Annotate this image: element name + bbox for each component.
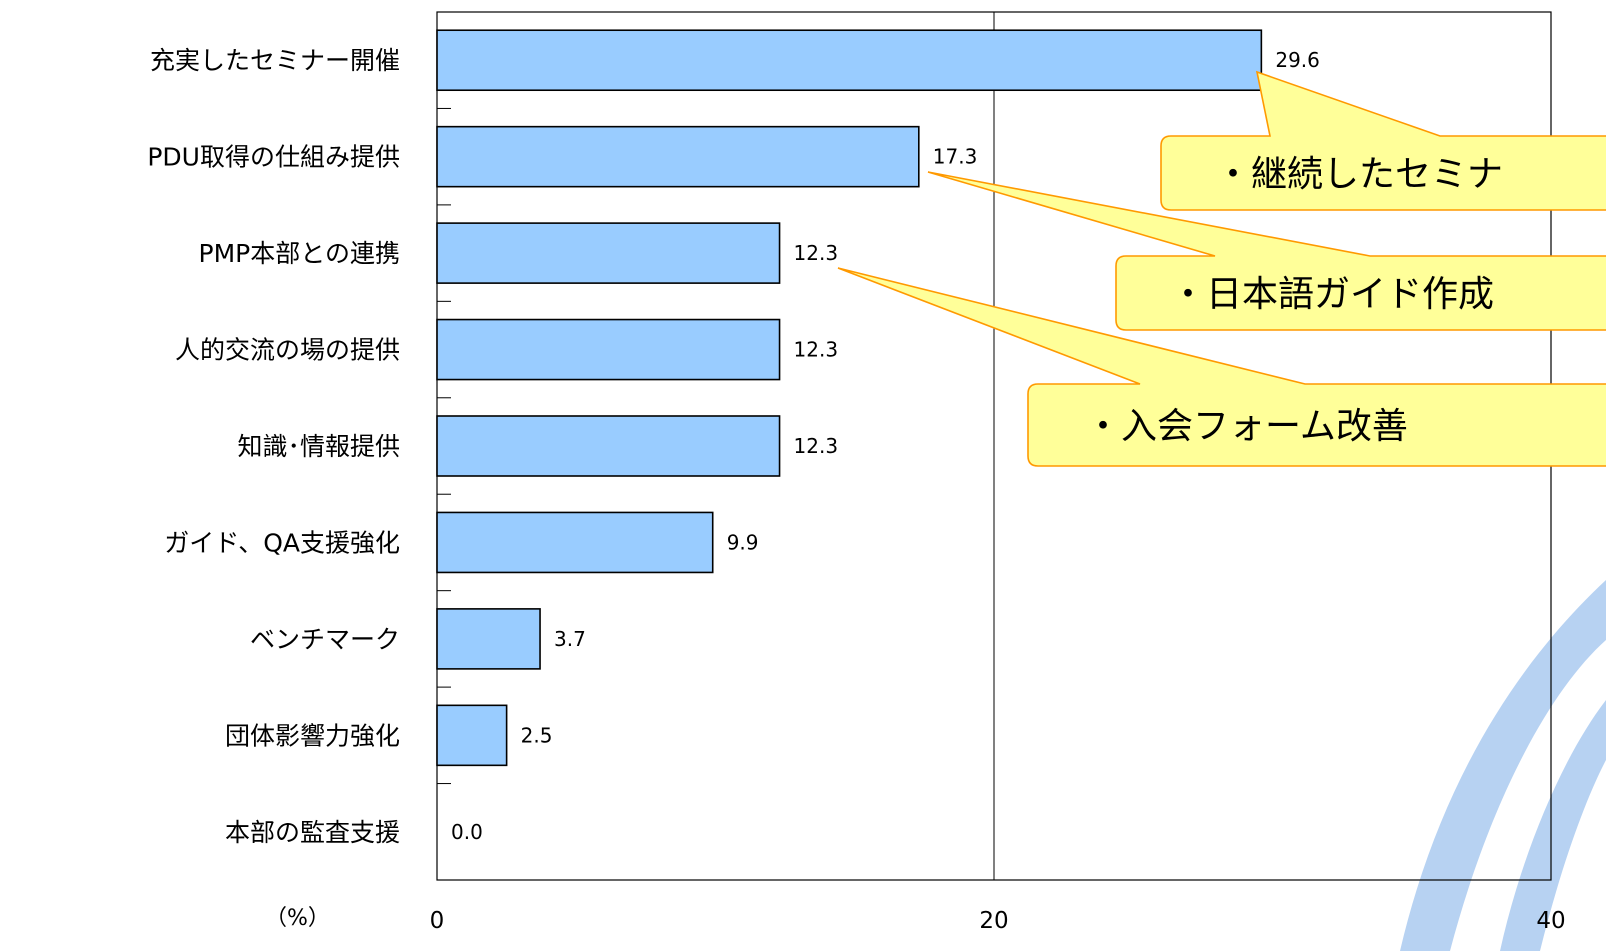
x-axis-unit-label: （%） [265,906,330,931]
category-labels: 充実したセミナー開催 PDU取得の仕組み提供 PMP本部との連携人的交流の場の提供知… [147,46,400,847]
callout: ・入会フォーム改善 [837,267,1606,467]
bar [436,222,781,284]
value-label: 12.3 [794,338,839,362]
value-label: 12.3 [794,241,839,265]
category-label: PMP本部との連携 [199,239,400,268]
bar [436,415,781,477]
bars-group [436,29,1263,767]
category-label: 団体影響力強化 [225,721,400,750]
callout-bubble [927,171,1606,331]
category-label: 人的交流の場の提供 [175,336,400,365]
x-tick-label: 20 [979,908,1008,934]
value-label: 9.9 [727,530,759,554]
x-tick-label: 40 [1536,908,1565,934]
category-label: ガイド、QA支援強化 [164,528,400,557]
bar [436,318,781,381]
category-label: 充実したセミナー開催 [150,46,400,75]
bar [436,125,920,188]
x-tick-label: 0 [430,908,445,934]
category-label: 本部の監査支援 [225,818,400,847]
bar [436,704,508,767]
value-label: 29.6 [1275,48,1320,72]
callout-text: ・継続したセミナ [1215,154,1503,195]
callouts-group: ・継続したセミナ・日本語ガイド作成・入会フォーム改善 [837,70,1606,467]
bar [436,608,541,670]
watermark-graphic [1400,580,1606,951]
category-label: 知識･情報提供 [237,432,400,461]
callout-bubble [837,267,1606,467]
x-axis-tick-labels: 0 20 40 [430,908,1566,934]
value-label: 0.0 [451,820,483,844]
value-label: 12.3 [794,434,839,458]
callout-text: ・入会フォーム改善 [1085,406,1408,447]
callout: ・継続したセミナ [1160,70,1606,211]
bar [436,29,1263,92]
callout-bubble [1160,70,1606,211]
value-label: 3.7 [554,627,586,651]
value-label: 17.3 [933,145,978,169]
value-label: 2.5 [521,723,553,747]
category-label: ベンチマーク [250,625,400,654]
callout: ・日本語ガイド作成 [927,171,1606,331]
value-labels: 29.6 17.3 12.3 12.3 12.3 9.9 3.7 2.5 0.0 [451,48,1320,844]
bar [436,511,714,574]
category-label: PDU取得の仕組み提供 [147,143,400,172]
callout-text: ・日本語ガイド作成 [1170,274,1494,315]
